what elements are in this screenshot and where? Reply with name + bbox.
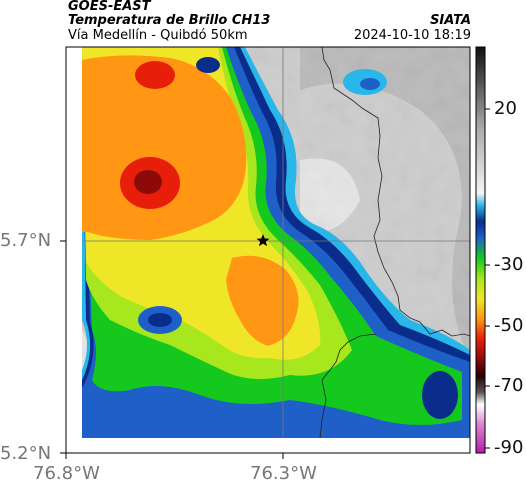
- lat-label-5.7: 5.7°N: [0, 230, 52, 251]
- cb-label-minus50: -50: [494, 315, 524, 336]
- cloud-darkred-core: [134, 170, 162, 194]
- cloud-navy-northeast: [196, 57, 220, 73]
- cb-label-minus90: -90: [494, 437, 524, 458]
- datetime-label: 2024-10-10 18:19: [353, 28, 471, 43]
- river-line: [319, 333, 377, 438]
- colorbar: [475, 46, 486, 454]
- source-label: SIATA: [430, 13, 471, 28]
- cloud-orange-south: [226, 255, 299, 346]
- lon-label-76.3: 76.3°W: [250, 463, 317, 484]
- cloud-red-north: [135, 61, 175, 89]
- lon-label-76.8: 76.8°W: [33, 463, 100, 484]
- map-frame: [65, 46, 471, 454]
- cloud-cell-blue: [360, 78, 380, 90]
- cloud-navy-west: [148, 313, 172, 327]
- map-panel: [82, 47, 470, 438]
- lat-label-5.2: 5.2°N: [0, 443, 52, 464]
- satellite-title: GOES-EAST: [68, 0, 151, 14]
- product-title: Temperatura de Brillo CH13: [68, 13, 271, 28]
- route-subtitle: Vía Medellín - Quibdó 50km: [68, 28, 248, 43]
- cb-label-minus70: -70: [494, 375, 524, 396]
- cb-label-minus30: -30: [494, 254, 524, 275]
- cb-label-20: 20: [494, 98, 517, 119]
- star-marker: [256, 234, 270, 247]
- cloud-navy-southeast: [422, 371, 458, 419]
- boundary-line: [321, 47, 470, 337]
